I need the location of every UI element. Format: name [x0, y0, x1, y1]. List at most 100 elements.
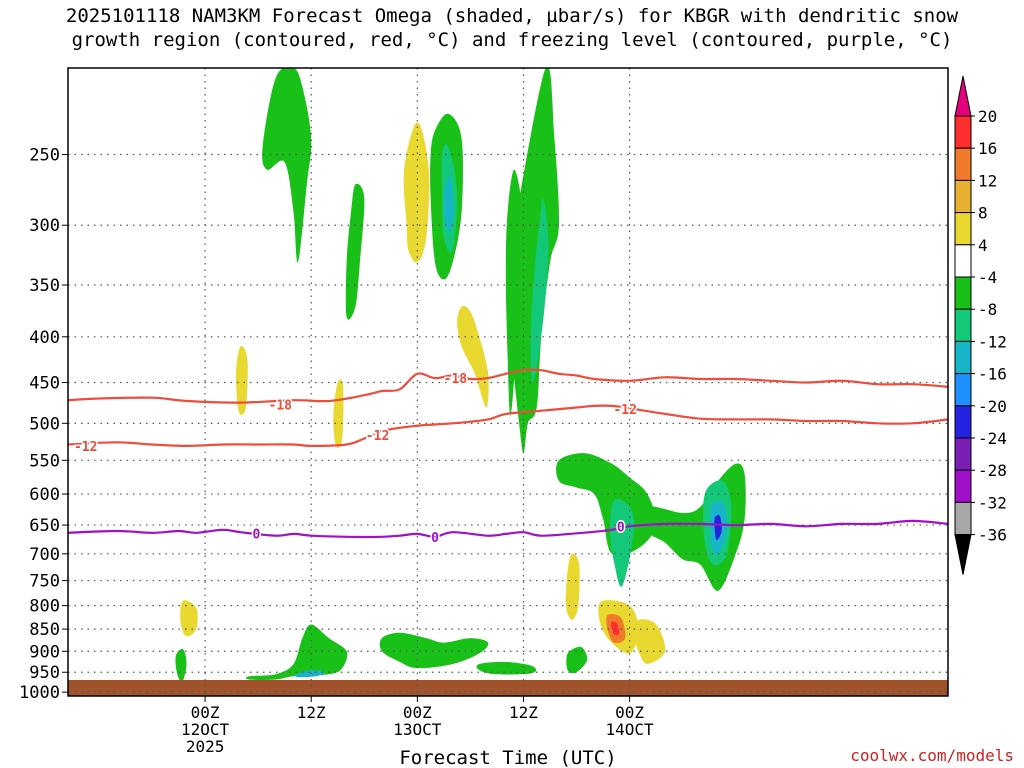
colorbar-label: -36 — [978, 526, 1007, 545]
y-tick-label: 750 — [29, 572, 60, 592]
y-tick-label: 800 — [29, 597, 60, 617]
colorbar-label: 4 — [978, 236, 988, 255]
x-tick-label: 00Z — [191, 703, 220, 722]
x-tick-label: 00Z — [403, 703, 432, 722]
x-axis-label: Forecast Time (UTC) — [399, 747, 616, 768]
contour-label: 0 — [431, 531, 439, 546]
chart-title: 2025101118 NAM3KM Forecast Omega (shaded… — [0, 4, 1024, 52]
x-tick-label: 12Z — [297, 703, 326, 722]
x-tick-label: 2025 — [186, 737, 225, 756]
omega-region — [379, 632, 489, 669]
y-tick-label: 300 — [29, 216, 60, 236]
colorbar-segment — [954, 501, 972, 536]
x-tick-label: 12OCT — [181, 720, 230, 739]
omega-region — [505, 169, 524, 416]
colorbar-segment — [954, 276, 972, 310]
contour-label: 0 — [252, 527, 260, 542]
omega-region — [509, 68, 560, 454]
y-tick-label: 250 — [29, 146, 60, 166]
y-tick-label: 650 — [29, 516, 60, 536]
y-tick-label: 850 — [29, 620, 60, 640]
y-tick-label: 900 — [29, 642, 60, 662]
colorbar-label: -32 — [978, 493, 1007, 512]
x-tick-label: 14OCT — [606, 720, 655, 739]
colorbar-segment — [954, 469, 972, 503]
omega-region — [634, 619, 666, 664]
colorbar-label: 20 — [978, 107, 997, 126]
grid-layer — [68, 68, 948, 696]
omega-region — [566, 646, 588, 674]
x-tick-label: 00Z — [615, 703, 644, 722]
omega-region — [565, 553, 580, 620]
omega-region — [294, 670, 325, 678]
contour-layer — [68, 368, 948, 539]
terrain-strip — [68, 680, 948, 696]
colorbar-label: -4 — [978, 268, 997, 287]
chart-title-line2: growth region (contoured, red, °C) and f… — [71, 29, 953, 51]
y-tick-label: 500 — [29, 414, 60, 434]
colorbar-segment — [954, 244, 972, 278]
omega-region — [246, 624, 348, 680]
y-tick-label: 600 — [29, 485, 60, 505]
colorbar-label: 12 — [978, 171, 997, 190]
omega-region — [610, 621, 620, 636]
omega-region — [556, 453, 657, 556]
omega-region — [175, 648, 187, 683]
chart-title-line1: 2025101118 NAM3KM Forecast Omega (shaded… — [65, 5, 959, 27]
omega-region — [530, 198, 549, 383]
contour-line — [68, 404, 948, 448]
y-tick-label: 700 — [29, 545, 60, 565]
contour-label: -12 — [74, 440, 97, 455]
y-tick-label: 1000 — [19, 683, 60, 703]
colorbar-cap-bottom — [954, 534, 972, 575]
omega-region — [262, 68, 312, 263]
omega-region — [403, 122, 430, 263]
colorbar-label: -16 — [978, 365, 1007, 384]
omega-region — [333, 379, 344, 448]
y-tick-label: 350 — [29, 276, 60, 296]
omega-region — [457, 305, 489, 408]
x-tick-label: 13OCT — [393, 720, 442, 739]
contour-label: -18 — [444, 372, 468, 387]
x-tick-label: 12Z — [509, 703, 538, 722]
contour-labels: -18 -18 -12 -12 -12 0 0 0 — [72, 371, 638, 548]
colorbar: 20 16 12 8 4 -4 -8 -12 -16 -20 -24 -28 -32 -36 — [954, 75, 1007, 575]
y-tick-label: 400 — [29, 328, 60, 348]
colorbar-segment — [954, 308, 972, 342]
colorbar-label: -12 — [978, 332, 1007, 351]
colorbar-label: -8 — [978, 300, 997, 319]
contour-label: -12 — [613, 403, 636, 418]
omega-region — [610, 499, 635, 587]
omega-region — [444, 176, 454, 232]
colorbar-label: 8 — [978, 204, 988, 223]
colorbar-segment — [954, 115, 972, 149]
colorbar-segment — [954, 179, 972, 214]
contour-label: -18 — [269, 398, 293, 413]
omega-region — [180, 600, 198, 637]
contour-line — [68, 368, 948, 404]
colorbar-label: -28 — [978, 461, 1007, 480]
omega-region — [476, 661, 537, 675]
y-tick-label: 950 — [29, 663, 60, 683]
omega-region — [714, 515, 722, 541]
colorbar-segment — [954, 212, 972, 246]
y-tick-label: 450 — [29, 373, 60, 393]
colorbar-label: -20 — [978, 397, 1007, 416]
colorbar-segment — [954, 437, 972, 471]
omega-region — [235, 345, 248, 415]
y-axis: 2503003504004505005506006507007508008509… — [19, 146, 68, 703]
contour-line — [68, 519, 948, 539]
colorbar-segment — [954, 373, 972, 407]
colorbar-label: -24 — [978, 429, 1007, 448]
colorbar-label: 16 — [978, 139, 997, 158]
shaded-omega-layer — [175, 68, 746, 683]
colorbar-segment — [954, 340, 972, 375]
contour-label: -12 — [366, 429, 389, 444]
watermark: coolwx.com/models — [850, 746, 1014, 765]
y-tick-label: 550 — [29, 451, 60, 471]
contour-label: 0 — [617, 520, 625, 535]
colorbar-cap-top — [954, 75, 972, 117]
colorbar-segment — [954, 147, 972, 181]
